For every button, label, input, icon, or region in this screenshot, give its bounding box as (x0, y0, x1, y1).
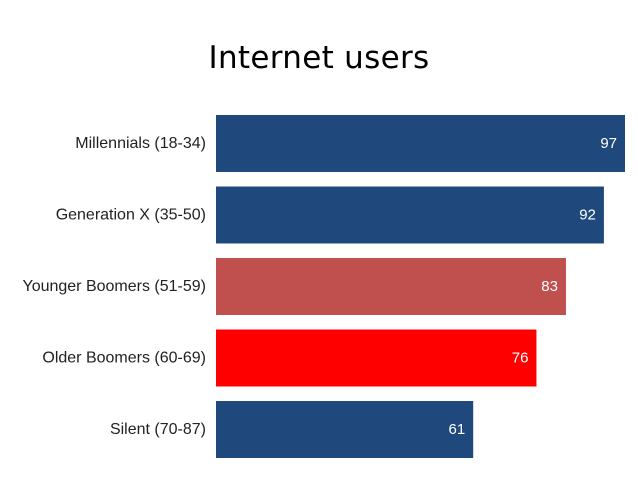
bar-2 (216, 258, 566, 315)
category-label-2: Younger Boomers (51-59) (22, 278, 206, 295)
value-labels-layer: 97 92 83 76 61 (449, 135, 617, 438)
value-label-4: 61 (449, 421, 466, 438)
value-label-0: 97 (600, 135, 617, 152)
category-label-3: Older Boomers (60-69) (42, 350, 206, 367)
value-label-1: 92 (579, 207, 596, 224)
bar-4 (216, 401, 474, 458)
bar-0 (216, 115, 625, 172)
bar-1 (216, 186, 604, 244)
category-label-4: Silent (70-87) (110, 421, 206, 438)
value-label-3: 76 (512, 350, 529, 367)
category-labels-layer: Millennials (18-34) Generation X (35-50) Y… (22, 135, 206, 438)
chart-title: Internet users (208, 40, 430, 76)
bars-layer (216, 115, 625, 458)
value-label-2: 83 (541, 278, 558, 295)
category-label-0: Millennials (18-34) (75, 135, 206, 152)
bar-3 (216, 329, 537, 387)
category-label-1: Generation X (35-50) (56, 207, 206, 224)
